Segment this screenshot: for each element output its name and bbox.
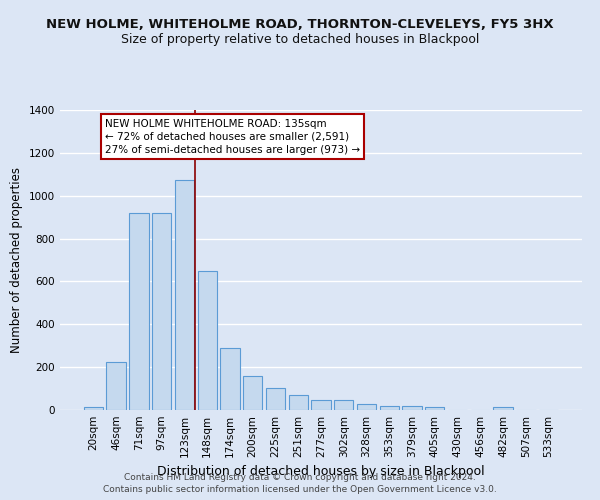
Bar bbox=[84, 407, 103, 410]
Text: NEW HOLME, WHITEHOLME ROAD, THORNTON-CLEVELEYS, FY5 3HX: NEW HOLME, WHITEHOLME ROAD, THORNTON-CLE… bbox=[46, 18, 554, 30]
Bar bbox=[311, 400, 331, 410]
Bar bbox=[243, 376, 262, 410]
Text: Contains public sector information licensed under the Open Government Licence v3: Contains public sector information licen… bbox=[103, 485, 497, 494]
Bar bbox=[197, 270, 217, 410]
Bar bbox=[106, 362, 126, 410]
Bar bbox=[175, 180, 194, 410]
Text: Size of property relative to detached houses in Blackpool: Size of property relative to detached ho… bbox=[121, 32, 479, 46]
Bar bbox=[380, 406, 399, 410]
Bar bbox=[152, 213, 172, 410]
Bar bbox=[266, 388, 285, 410]
Bar bbox=[289, 396, 308, 410]
Text: NEW HOLME WHITEHOLME ROAD: 135sqm
← 72% of detached houses are smaller (2,591)
2: NEW HOLME WHITEHOLME ROAD: 135sqm ← 72% … bbox=[105, 118, 360, 155]
Bar bbox=[357, 404, 376, 410]
Bar bbox=[334, 400, 353, 410]
Bar bbox=[493, 407, 513, 410]
Text: Contains HM Land Registry data © Crown copyright and database right 2024.: Contains HM Land Registry data © Crown c… bbox=[124, 472, 476, 482]
Bar bbox=[425, 407, 445, 410]
Y-axis label: Number of detached properties: Number of detached properties bbox=[10, 167, 23, 353]
Bar bbox=[129, 213, 149, 410]
Bar bbox=[220, 348, 239, 410]
X-axis label: Distribution of detached houses by size in Blackpool: Distribution of detached houses by size … bbox=[157, 466, 485, 478]
Bar bbox=[403, 406, 422, 410]
